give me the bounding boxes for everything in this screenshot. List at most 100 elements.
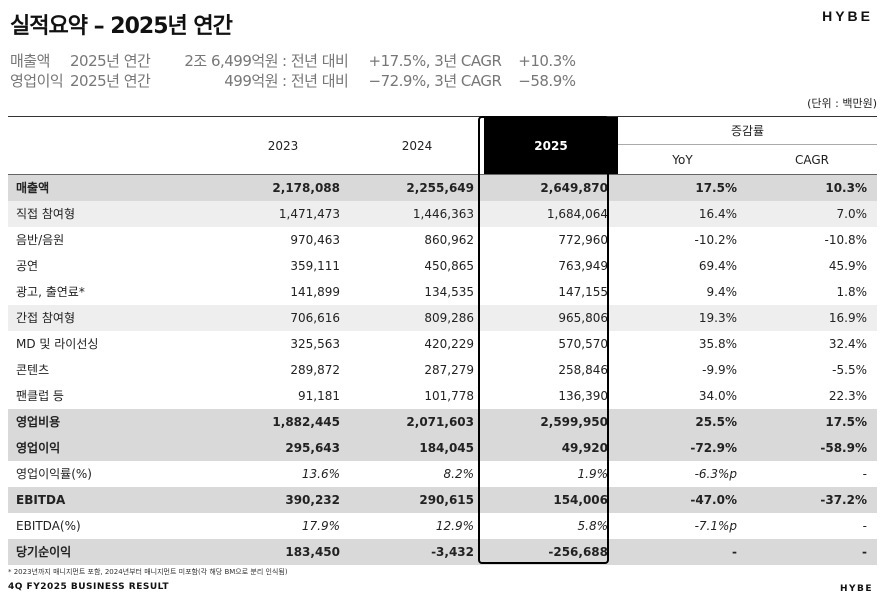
row-label: 콘텐츠 xyxy=(16,363,50,377)
row-label: MD 및 라이선싱 xyxy=(16,337,99,351)
cell-yoy: 34.0% xyxy=(698,388,737,403)
table-row: 당기순이익 183,450 -3,432 -256,688- - xyxy=(8,538,877,565)
cell-yoy: 69.4% xyxy=(698,258,737,273)
financial-table: 2023 2024 2025 증감률 YoY CAGR 매출액 2,178,088… xyxy=(8,116,877,565)
summary-label: 영업이익 xyxy=(10,72,64,90)
cell-2024: 8.2% xyxy=(443,466,475,481)
row-label: 광고, 출연료* xyxy=(16,285,85,299)
summary-compare: : 전년 대비 xyxy=(282,72,349,90)
row-label: 직접 참여형 xyxy=(8,200,216,227)
row-label: 영업비용 xyxy=(8,408,216,435)
cell-yoy: -6.3%p xyxy=(694,466,737,481)
cell-2025: 147,155 xyxy=(558,284,608,299)
row-label: 매출액 xyxy=(8,174,216,201)
summary-cagr-label: 3년 CAGR xyxy=(434,52,502,70)
cell-yoy: 19.3% xyxy=(618,304,747,331)
cell-2023: 13.6% xyxy=(301,466,340,481)
cell-yoy: -10.2% xyxy=(694,232,737,247)
table-row: 콘텐츠 289,872 287,279 258,846 -9.9% -5.5% xyxy=(8,357,877,383)
row-label: EBITDA(%) xyxy=(16,518,81,533)
header-cagr: CAGR xyxy=(794,152,829,167)
cell-2023: 2,178,088 xyxy=(216,174,350,201)
cell-cagr: -58.9% xyxy=(747,434,877,461)
cell-yoy: 35.8% xyxy=(698,336,737,351)
cell-cagr: - xyxy=(862,466,867,481)
cell-yoy: - xyxy=(618,538,747,565)
cell-cagr: 10.3% xyxy=(747,174,877,201)
header-change-rate: 증감률 xyxy=(618,116,877,145)
cell-2024: 290,615 xyxy=(350,486,484,513)
cell-2024: 134,535 xyxy=(424,284,474,299)
table-row: 매출액 2,178,088 2,255,649 2,649,870 17.5% 10.3% xyxy=(8,174,877,201)
row-label: EBITDA xyxy=(8,486,216,513)
cell-2025: 49,920 xyxy=(484,434,618,461)
cell-cagr: -5.5% xyxy=(832,362,867,377)
table-row: 영업이익률(%) 13.6% 8.2% 1.9% -6.3%p - xyxy=(8,461,877,487)
cell-2024: 184,045 xyxy=(350,434,484,461)
summary-growth: +17.5%, xyxy=(368,52,431,70)
summary-revenue: 매출액 2025년 연간 2조 6,499억원: 전년 대비 +17.5%, 3년 C… xyxy=(10,50,576,71)
cell-2025: 136,390 xyxy=(558,388,608,403)
cell-2024: 101,778 xyxy=(424,388,474,403)
table-row: 음반/음원 970,463 860,962 772,960 -10.2% -10.8% xyxy=(8,227,877,253)
hybe-logo-footer: HYBE xyxy=(839,584,873,594)
header-yoy: YoY xyxy=(672,152,693,167)
cell-2024: 860,962 xyxy=(424,232,474,247)
summary-operating-profit: 영업이익 2025년 연간 499억원: 전년 대비 −72.9%, 3년 CAGR −… xyxy=(10,70,576,91)
header-blank xyxy=(8,116,216,175)
cell-2025: 2,649,870 xyxy=(484,174,618,201)
cell-2024: 1,446,363 xyxy=(350,200,484,227)
cell-yoy: -9.9% xyxy=(702,362,737,377)
table-row: 영업비용 1,882,445 2,071,603 2,599,950 25.5% 17.5… xyxy=(8,408,877,435)
summary-cagr-label: 3년 CAGR xyxy=(434,72,502,90)
row-label: 영업이익 xyxy=(8,434,216,461)
cell-cagr: 1.8% xyxy=(836,284,868,299)
row-label: 영업이익률(%) xyxy=(16,467,92,481)
row-label: 음반/음원 xyxy=(16,233,65,247)
cell-2023: 183,450 xyxy=(216,538,350,565)
table-row: 광고, 출연료* 141,899 134,535 147,155 9.4% 1.8% xyxy=(8,279,877,305)
cell-2025: 570,570 xyxy=(558,336,608,351)
cell-2023: 17.9% xyxy=(301,518,340,533)
table-row: 간접 참여형 706,616 809,286 965,806 19.3% 16.9% xyxy=(8,304,877,331)
header-2023: 2023 xyxy=(216,116,350,175)
unit-label: (단위 : 백만원) xyxy=(807,97,877,110)
summary-value: 499억원 xyxy=(224,72,278,90)
header-2025: 2025 xyxy=(484,116,618,175)
summary-period: 2025년 연간 xyxy=(70,72,151,90)
cell-2025: 258,846 xyxy=(558,362,608,377)
footnote: * 2023년까지 매니지먼트 포함, 2024년부터 매니지먼트 미포함(각 … xyxy=(8,568,288,576)
table-row: EBITDA(%) 17.9% 12.9% 5.8% -7.1%p - xyxy=(8,513,877,539)
hybe-logo: HYBE xyxy=(822,8,873,24)
page-title: 실적요약 – 2025년 연간 xyxy=(10,14,233,39)
cell-yoy: 9.4% xyxy=(706,284,738,299)
cell-cagr: - xyxy=(747,538,877,565)
cell-cagr: 16.9% xyxy=(747,304,877,331)
row-label: 공연 xyxy=(16,259,39,273)
summary-growth: −72.9%, xyxy=(368,72,431,90)
cell-2023: 91,181 xyxy=(298,388,340,403)
cell-2024: 450,865 xyxy=(424,258,474,273)
cell-2024: 12.9% xyxy=(435,518,474,533)
table-row: 팬클럽 등 91,181 101,778 136,390 34.0% 22.3% xyxy=(8,383,877,409)
cell-cagr: 17.5% xyxy=(747,408,877,435)
cell-2023: 289,872 xyxy=(290,362,340,377)
cell-yoy: 25.5% xyxy=(618,408,747,435)
summary-label: 매출액 xyxy=(10,52,50,70)
cell-yoy: -72.9% xyxy=(618,434,747,461)
summary-cagr: −58.9% xyxy=(518,72,576,90)
cell-2024: 2,255,649 xyxy=(350,174,484,201)
cell-2025: 154,006 xyxy=(484,486,618,513)
table-row: MD 및 라이선싱 325,563 420,229 570,570 35.8% 32.4% xyxy=(8,331,877,357)
cell-2024: 2,071,603 xyxy=(350,408,484,435)
summary-compare: : 전년 대비 xyxy=(282,52,349,70)
cell-cagr: - xyxy=(862,518,867,533)
cell-2025: 1.9% xyxy=(577,466,609,481)
cell-2023: 970,463 xyxy=(290,232,340,247)
table-row: 공연 359,111 450,865 763,949 69.4% 45.9% xyxy=(8,253,877,279)
cell-2025: 772,960 xyxy=(558,232,608,247)
cell-2023: 141,899 xyxy=(290,284,340,299)
cell-2023: 390,232 xyxy=(216,486,350,513)
cell-yoy: -7.1%p xyxy=(694,518,737,533)
cell-2023: 295,643 xyxy=(216,434,350,461)
